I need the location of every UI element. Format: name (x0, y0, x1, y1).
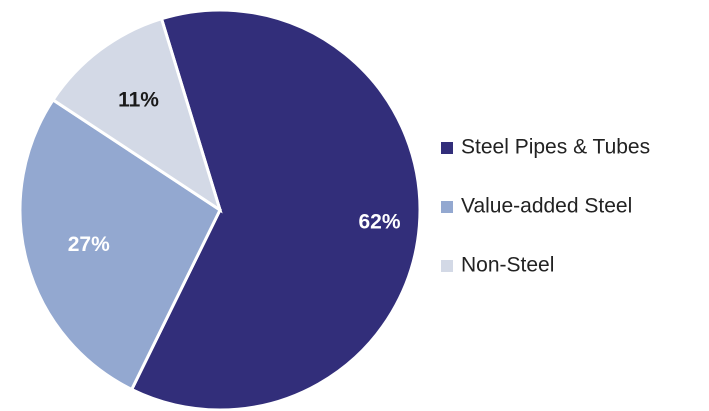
legend-text: Value-added Steel (461, 195, 632, 218)
legend-text: Non-Steel (461, 254, 554, 277)
legend-text: Steel Pipes & Tubes (461, 136, 650, 159)
slice-label: 62% (358, 210, 400, 233)
legend-swatch (441, 260, 453, 272)
legend-swatch (441, 201, 453, 213)
pie-slice (18, 97, 222, 392)
slice-label: 27% (68, 233, 110, 256)
pie-slice (129, 8, 422, 411)
pie-slice (50, 16, 223, 214)
slice-label: 11% (118, 89, 159, 112)
legend-swatch (441, 142, 453, 154)
